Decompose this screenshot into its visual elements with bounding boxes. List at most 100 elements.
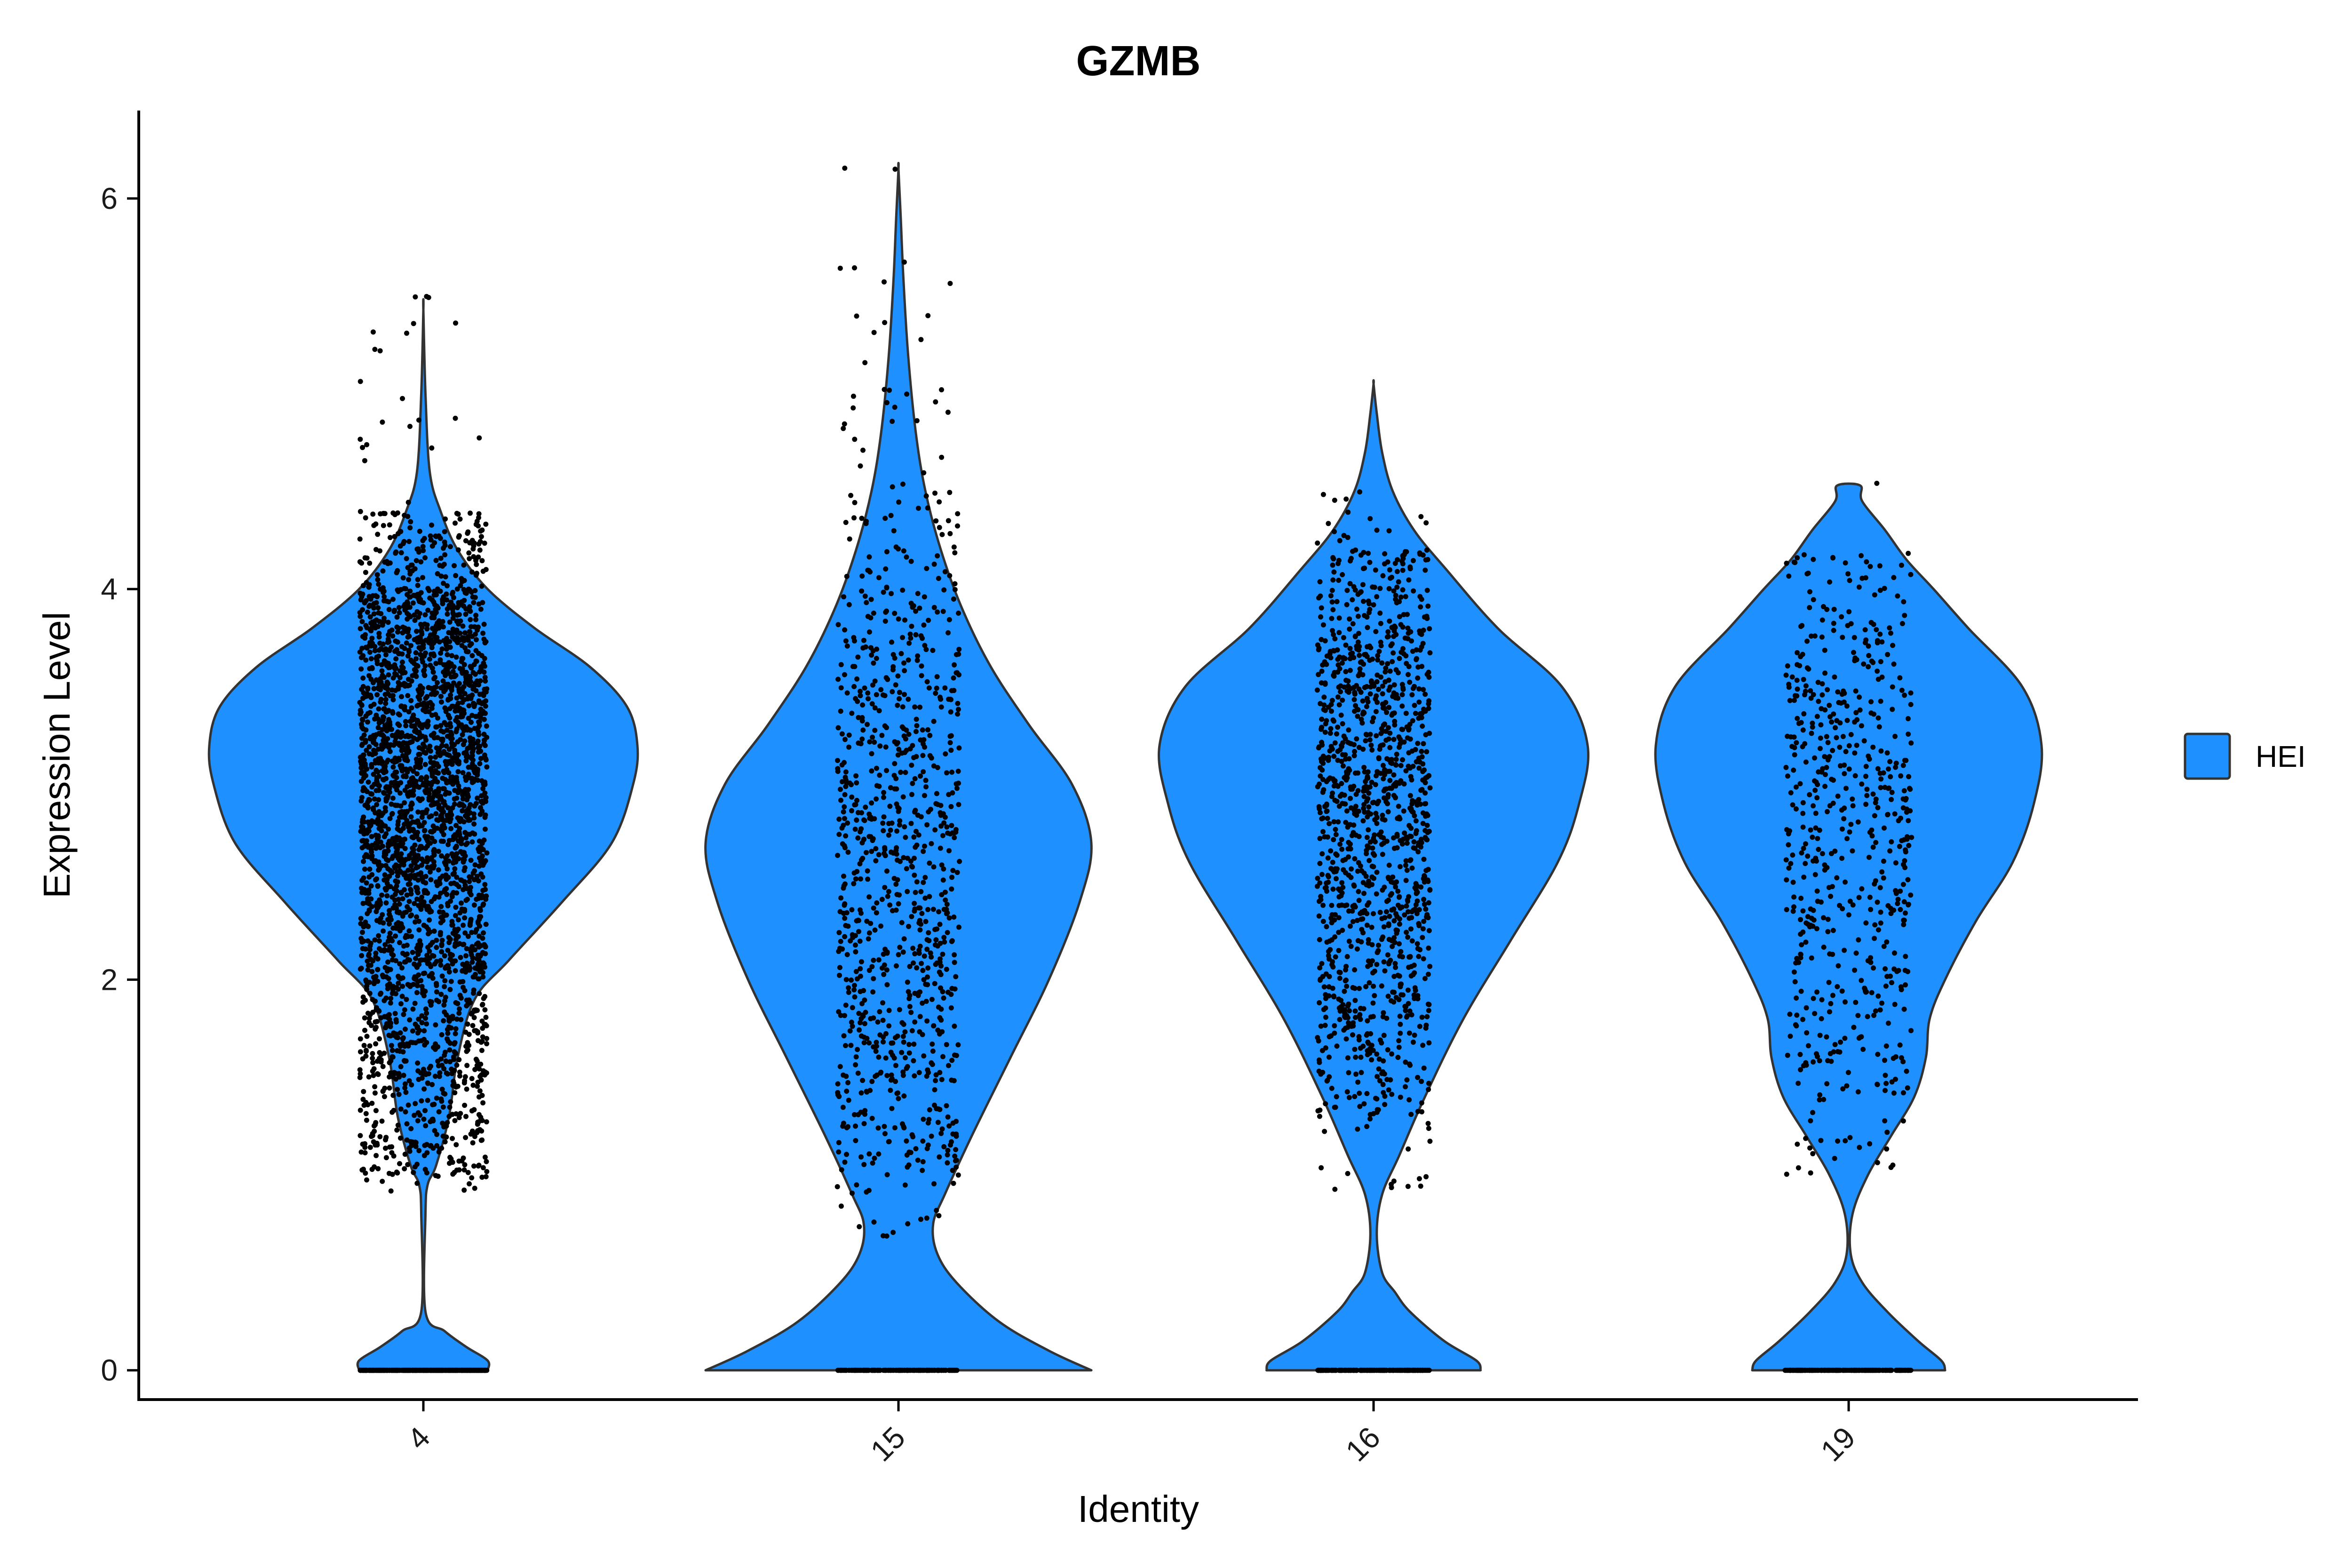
data-point — [364, 442, 370, 447]
data-point — [375, 967, 381, 972]
data-point — [899, 750, 905, 756]
data-point — [932, 1087, 938, 1092]
data-point — [904, 1138, 909, 1144]
data-point — [865, 868, 870, 874]
data-point — [904, 1152, 910, 1158]
data-point — [470, 757, 476, 763]
data-point — [837, 787, 843, 792]
data-point — [446, 1114, 452, 1119]
data-point — [411, 788, 416, 794]
data-point — [1357, 1090, 1362, 1096]
data-point — [402, 1007, 407, 1012]
data-point — [366, 779, 371, 785]
data-point — [477, 906, 483, 911]
data-point — [1392, 961, 1398, 966]
data-point — [440, 1121, 445, 1126]
data-point — [1317, 1114, 1322, 1119]
data-point — [1364, 1091, 1370, 1096]
data-point — [1419, 1109, 1424, 1114]
data-point — [835, 677, 841, 682]
data-point — [394, 639, 400, 645]
data-point — [944, 911, 949, 916]
data-point — [372, 618, 378, 624]
data-point — [1336, 947, 1342, 953]
data-point — [469, 1128, 475, 1134]
data-point — [858, 1020, 863, 1026]
data-point — [475, 767, 480, 773]
data-point — [376, 797, 381, 803]
data-point — [420, 538, 426, 543]
data-point — [1352, 1008, 1358, 1014]
data-point — [360, 817, 366, 822]
data-point — [948, 1005, 954, 1011]
data-point — [477, 761, 483, 766]
data-point — [409, 912, 414, 918]
data-point — [475, 778, 481, 783]
data-point — [390, 987, 396, 993]
data-point — [847, 780, 852, 786]
data-point — [1369, 1057, 1375, 1063]
data-point — [392, 649, 397, 654]
data-point — [397, 742, 402, 748]
data-point — [882, 516, 888, 521]
data-point — [456, 603, 461, 608]
data-point — [872, 1155, 877, 1161]
data-point — [387, 522, 392, 528]
data-point — [409, 705, 414, 711]
data-point — [911, 1368, 917, 1373]
data-point — [404, 330, 409, 336]
data-point — [1322, 1023, 1328, 1028]
data-point — [472, 1134, 477, 1139]
data-point — [865, 722, 870, 727]
data-point — [404, 605, 410, 611]
data-point — [361, 1043, 367, 1048]
data-point — [929, 841, 934, 846]
data-point — [940, 989, 946, 995]
data-point — [841, 1033, 847, 1039]
data-point — [1389, 1051, 1394, 1057]
data-point — [405, 592, 410, 597]
data-point — [853, 1054, 859, 1059]
data-point — [378, 839, 383, 845]
data-point — [932, 981, 938, 987]
data-point — [383, 660, 389, 665]
data-point — [870, 836, 876, 842]
data-point — [469, 839, 475, 845]
data-point — [480, 888, 486, 893]
data-point — [1326, 984, 1332, 990]
data-point — [946, 792, 952, 797]
data-point — [456, 856, 461, 861]
data-point — [400, 624, 405, 630]
data-point — [398, 780, 404, 786]
data-point — [901, 936, 907, 942]
data-point — [401, 1011, 406, 1017]
data-point — [890, 1368, 896, 1373]
data-point — [455, 769, 461, 774]
data-point — [1382, 968, 1388, 974]
data-point — [431, 611, 437, 616]
data-point — [428, 942, 433, 948]
data-point — [844, 573, 850, 579]
data-point — [861, 1162, 867, 1167]
data-point — [401, 943, 406, 949]
data-point — [866, 629, 872, 635]
data-point — [365, 819, 371, 825]
data-point — [404, 740, 409, 746]
data-point — [477, 719, 482, 724]
data-point — [478, 715, 484, 720]
data-point — [865, 690, 871, 696]
data-point — [419, 862, 424, 868]
data-point — [427, 656, 432, 662]
data-point — [932, 490, 938, 496]
data-point — [392, 866, 398, 871]
data-point — [419, 656, 425, 662]
data-point — [471, 740, 477, 746]
data-point — [849, 710, 855, 716]
data-point — [396, 980, 401, 986]
data-point — [842, 421, 847, 427]
data-point — [431, 953, 437, 959]
data-point — [917, 918, 922, 923]
data-point — [889, 591, 894, 597]
data-point — [882, 387, 887, 392]
data-point — [361, 775, 366, 781]
